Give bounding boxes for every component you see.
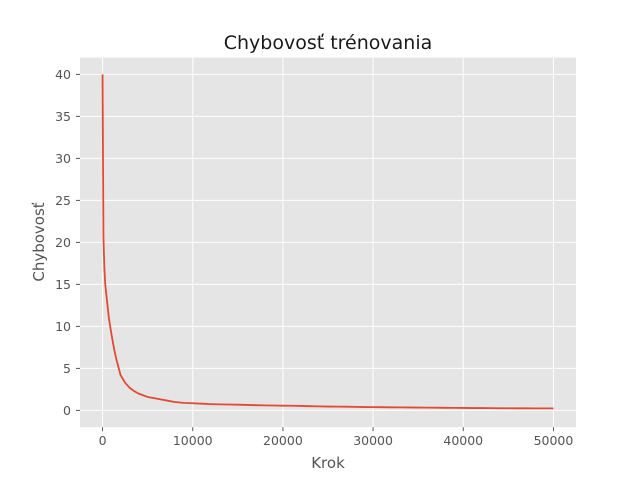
x-tick-label: 0 bbox=[99, 433, 107, 448]
y-tick-label: 0 bbox=[63, 403, 71, 418]
chart-title: Chybovosť trénovania bbox=[224, 32, 433, 54]
y-tick-label: 20 bbox=[55, 235, 71, 250]
x-axis-label: Krok bbox=[311, 454, 345, 472]
y-tick-label: 15 bbox=[55, 277, 71, 292]
y-tick-label: 10 bbox=[55, 319, 71, 334]
x-tick-label: 20000 bbox=[263, 433, 303, 448]
y-tick-label: 5 bbox=[63, 361, 71, 376]
x-axis-ticks: 0 10000 20000 30000 40000 50000 bbox=[99, 427, 574, 448]
grid bbox=[80, 57, 576, 428]
x-tick-label: 30000 bbox=[353, 433, 393, 448]
y-tick-label: 30 bbox=[55, 151, 71, 166]
y-tick-label: 35 bbox=[55, 109, 71, 124]
x-tick-label: 50000 bbox=[534, 433, 574, 448]
y-tick-label: 40 bbox=[55, 67, 71, 82]
y-axis-label: Chybovosť bbox=[30, 202, 48, 281]
x-tick-label: 10000 bbox=[173, 433, 213, 448]
loss-series-line bbox=[101, 74, 554, 410]
x-tick-label: 40000 bbox=[443, 433, 483, 448]
y-tick-label: 25 bbox=[55, 193, 71, 208]
y-axis-ticks: 0 5 10 15 20 25 30 35 40 bbox=[55, 67, 80, 418]
